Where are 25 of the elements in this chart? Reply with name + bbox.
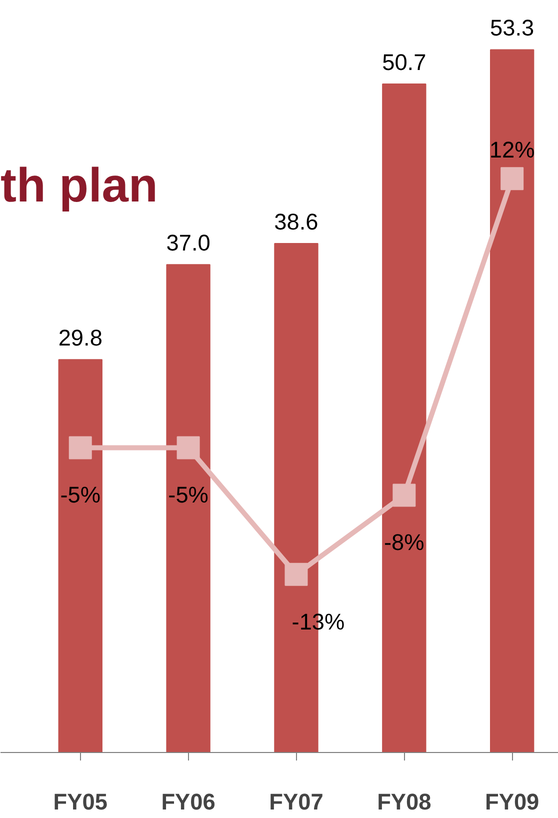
data-label: 38.6 <box>274 208 318 235</box>
bar <box>490 49 534 752</box>
point <box>68 436 92 460</box>
data-label: 50.7 <box>382 48 426 75</box>
bar <box>382 83 426 752</box>
text: th plan <box>0 160 158 212</box>
point <box>392 484 416 507</box>
point <box>176 436 200 460</box>
data-label: 37.0 <box>166 230 210 256</box>
x-tick-label: FY06 <box>161 788 216 814</box>
data-label: 53.3 <box>490 14 534 41</box>
bar <box>166 264 210 752</box>
point <box>500 167 524 190</box>
data-label: -13% <box>292 608 345 634</box>
x-tick-label: FY07 <box>269 788 324 814</box>
x-tick-label: FY08 <box>377 788 432 814</box>
x-tick-label: FY09 <box>485 788 540 814</box>
data-label: -8% <box>384 529 424 556</box>
data-label: 12% <box>489 136 535 163</box>
data-label: -5% <box>60 482 101 508</box>
bar <box>58 359 102 752</box>
data-label: 29.8 <box>58 324 102 351</box>
data-label: -5% <box>168 482 208 508</box>
point <box>284 562 308 586</box>
x-tick-label: FY05 <box>53 788 108 814</box>
